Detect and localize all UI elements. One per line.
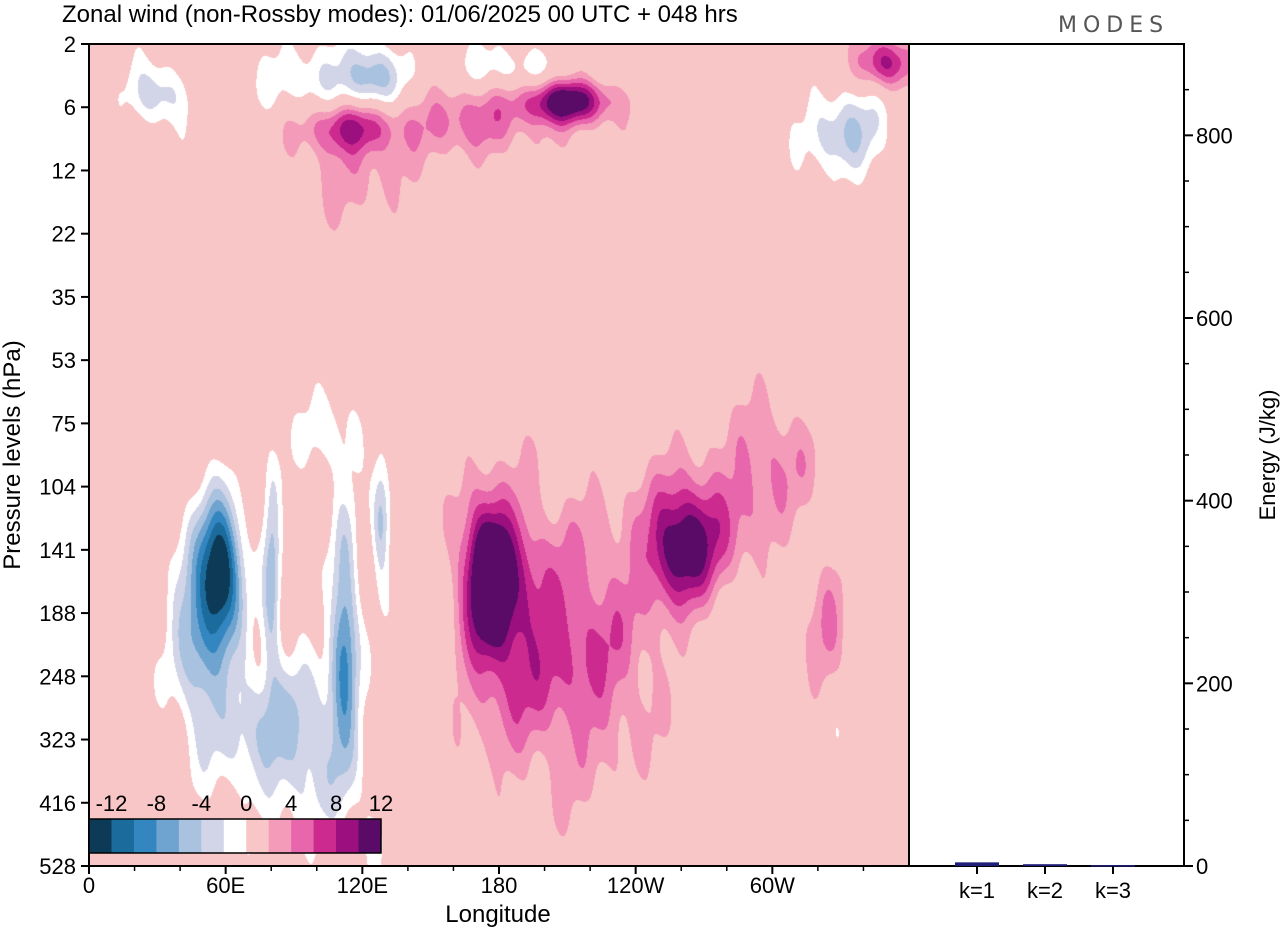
colorbar-swatch	[223, 819, 247, 853]
y-tick-label: 323	[39, 728, 76, 753]
colorbar-swatch	[156, 819, 180, 853]
heatmap-plot: 0 60E 120E 180 120W 60W 2 6 12 22 35 53 75 104 141 188…	[0, 32, 910, 928]
energy-bar	[1023, 864, 1067, 866]
x-tick-label: 60W	[750, 873, 795, 898]
colorbar-label: 12	[369, 791, 393, 816]
y-tick-label: 35	[52, 285, 76, 310]
colorbar-swatch	[133, 819, 157, 853]
energy-axis-ticks: 0 200 400 600 800	[1184, 88, 1233, 879]
energy-tick-label: 800	[1196, 123, 1233, 148]
energy-category-label: k=3	[1095, 878, 1131, 903]
y-tick-label: 75	[52, 411, 76, 436]
colorbar-swatch	[291, 819, 315, 853]
brand-logo: MODES	[1058, 13, 1169, 38]
energy-tick-label: 600	[1196, 306, 1233, 331]
y-tick-label: 188	[39, 601, 76, 626]
energy-bar	[955, 862, 999, 866]
y-tick-label: 12	[52, 158, 76, 183]
x-tick-label: 120E	[337, 873, 388, 898]
colorbar-swatch	[246, 819, 270, 853]
colorbar-label: 4	[285, 791, 297, 816]
colorbar-label: -4	[192, 791, 212, 816]
energy-bar-chart: 0 200 400 600 800 k=1 k=2 k=3 Energy (J/kg)	[908, 43, 1280, 903]
y-tick-label: 416	[39, 791, 76, 816]
y-tick-label: 53	[52, 348, 76, 373]
x-axis-ticks: 0 60E 120E 180 120W 60W	[83, 866, 865, 898]
colorbar-swatch	[358, 819, 382, 853]
y-tick-label: 2	[64, 32, 76, 57]
energy-category-label: k=2	[1027, 878, 1063, 903]
colorbar-swatch	[89, 819, 112, 853]
colorbar-label: 0	[240, 791, 252, 816]
x-tick-label: 0	[83, 873, 95, 898]
y-tick-label: 6	[64, 95, 76, 120]
colorbar-frame	[88, 818, 382, 854]
x-tick-label: 60E	[206, 873, 245, 898]
x-tick-label: 180	[481, 873, 518, 898]
colorbar-swatch	[111, 819, 135, 853]
chart-title: Zonal wind (non-Rossby modes): 01/06/202…	[62, 1, 738, 28]
x-axis-label: Longitude	[445, 901, 550, 928]
colorbar-label: -12	[96, 791, 128, 816]
energy-tick-label: 400	[1196, 489, 1233, 514]
y-tick-label: 22	[52, 222, 76, 247]
energy-frame	[908, 43, 1185, 867]
colorbar-swatch	[268, 819, 292, 853]
y-tick-label: 528	[39, 854, 76, 879]
y-tick-label: 104	[39, 475, 76, 500]
y-tick-label: 141	[39, 538, 76, 563]
energy-tick-label: 0	[1196, 854, 1208, 879]
energy-tick-label: 200	[1196, 671, 1233, 696]
colorbar-swatch	[178, 819, 202, 853]
energy-category-label: k=1	[959, 878, 995, 903]
y-tick-label: 248	[39, 664, 76, 689]
heatmap-field	[89, 44, 909, 866]
colorbar-swatch	[201, 819, 225, 853]
y-axis-ticks: 2 6 12 22 35 53 75 104 141 188 248 323 416 528	[39, 32, 89, 879]
colorbar-label: -8	[147, 791, 167, 816]
colorbar-swatch	[313, 819, 337, 853]
colorbar: -12 -8 -4 0 4 8 12	[88, 791, 393, 854]
y-axis-label: Pressure levels (hPa)	[0, 340, 26, 569]
energy-axis-label: Energy (J/kg)	[1255, 390, 1280, 521]
x-tick-label: 120W	[607, 873, 665, 898]
energy-bar	[1091, 865, 1135, 867]
energy-bars: k=1 k=2 k=3	[955, 862, 1135, 903]
colorbar-label: 8	[330, 791, 342, 816]
colorbar-swatch	[336, 819, 360, 853]
